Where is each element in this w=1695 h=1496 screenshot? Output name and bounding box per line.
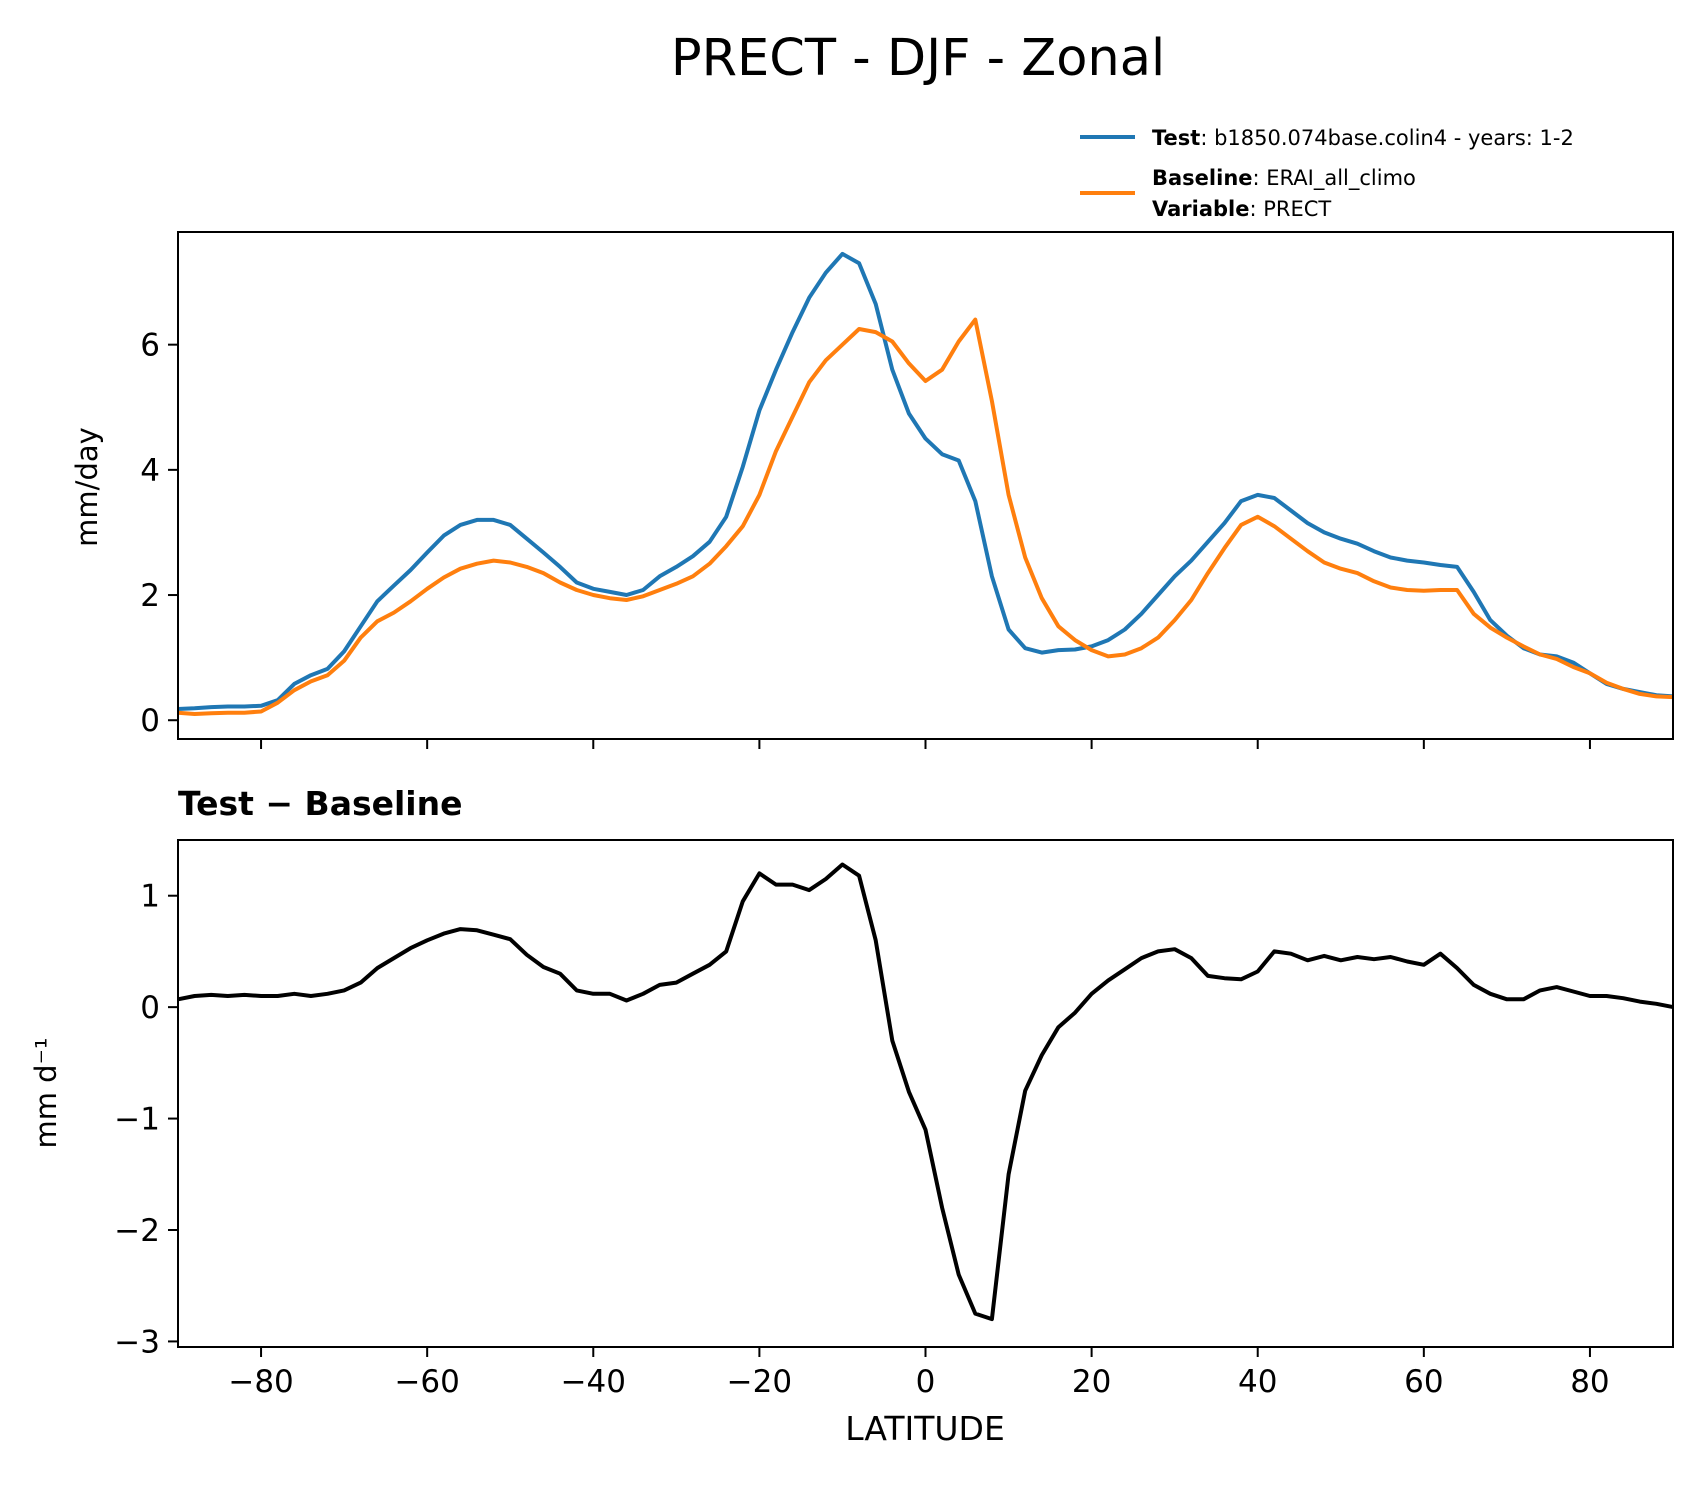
top-y-tick-label: 6	[140, 328, 160, 364]
x-tick-label: 80	[1570, 1364, 1609, 1400]
figure-title: PRECT - DJF - Zonal	[671, 29, 1165, 88]
top-panel-frame	[177, 231, 1674, 740]
legend-variable-label: Variable	[1152, 197, 1249, 221]
legend-test-value: : b1850.074base.colin4 - years: 1-2	[1200, 126, 1574, 150]
top-y-ticks: 0 2 4 6	[140, 328, 178, 739]
bottom-y-tick-label: −3	[114, 1324, 160, 1360]
x-axis-label: LATITUDE	[845, 1409, 1005, 1448]
bottom-y-tick-label: 1	[140, 879, 160, 915]
legend-test-label: Test	[1152, 126, 1200, 150]
x-tick-label: −40	[561, 1364, 626, 1400]
x-tick-label: −60	[394, 1364, 459, 1400]
x-tick-label: −20	[727, 1364, 792, 1400]
legend-variable-value: : PRECT	[1249, 197, 1331, 221]
bottom-y-tick-label: 0	[140, 990, 160, 1026]
top-series-line-0	[177, 251, 1674, 711]
legend-test-entry: Test: b1850.074base.colin4 - years: 1-2	[1152, 126, 1574, 150]
x-tick-label: 0	[916, 1364, 936, 1400]
bottom-panel: Test − Baseline −80 −60 −40 −20 0 20 40 60 80 1 0…	[29, 784, 1674, 1448]
bottom-panel-title: Test − Baseline	[178, 784, 463, 823]
x-tick-label: −80	[228, 1364, 293, 1400]
x-tick-label: 40	[1238, 1364, 1277, 1400]
bottom-y-tick-label: −2	[114, 1213, 160, 1249]
bottom-panel-frame	[177, 839, 1674, 1348]
x-tick-label: 60	[1404, 1364, 1443, 1400]
x-tick-label: 20	[1072, 1364, 1111, 1400]
bottom-series-line-0	[177, 862, 1674, 1322]
legend: Test: b1850.074base.colin4 - years: 1-2 …	[1080, 126, 1574, 221]
bottom-y-axis-label: mm d⁻¹	[29, 1037, 63, 1148]
top-y-tick-label: 0	[140, 703, 160, 739]
legend-baseline-label: Baseline	[1152, 166, 1253, 190]
top-series-group	[177, 251, 1674, 716]
top-y-axis-label: mm/day	[70, 427, 104, 547]
bottom-x-ticks: −80 −60 −40 −20 0 20 40 60 80	[228, 1347, 1610, 1400]
top-y-tick-label: 4	[140, 453, 160, 489]
top-series-line-1	[177, 317, 1674, 716]
bottom-y-tick-label: −1	[114, 1102, 160, 1138]
legend-baseline-entry: Baseline: ERAI_all_climo	[1152, 166, 1416, 191]
top-x-ticks	[260, 739, 1591, 749]
top-y-tick-label: 2	[140, 578, 160, 614]
legend-variable-entry: Variable: PRECT	[1152, 197, 1331, 221]
legend-baseline-value: : ERAI_all_climo	[1253, 166, 1416, 191]
bottom-series-group	[177, 862, 1674, 1322]
top-panel: 0 2 4 6 mm/day	[70, 231, 1674, 749]
bottom-y-ticks: 1 0 −1 −2 −3	[114, 879, 178, 1360]
